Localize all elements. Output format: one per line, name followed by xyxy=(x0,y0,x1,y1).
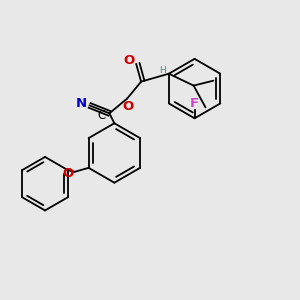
Text: H: H xyxy=(160,66,166,75)
Text: O: O xyxy=(124,54,135,67)
Text: O: O xyxy=(123,100,134,113)
Text: C: C xyxy=(97,109,106,122)
Text: O: O xyxy=(62,167,74,180)
Text: N: N xyxy=(76,97,87,110)
Text: F: F xyxy=(190,97,199,110)
